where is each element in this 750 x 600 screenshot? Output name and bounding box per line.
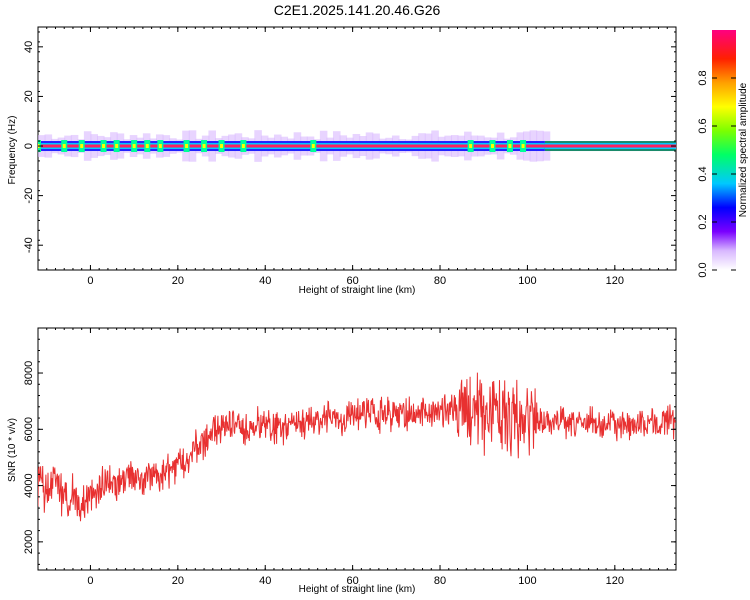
spectrogram-x-tick-label: 60	[347, 275, 359, 287]
spectrogram-bright-spot-core	[158, 144, 162, 149]
colorbar: 0.0 0.2 0.4 0.6 0.8 Normalized spectral ampl…	[697, 30, 749, 278]
spectrogram-ticks: 0 20 40 60 80 100 120 -40 -20 0 20 40	[23, 27, 677, 287]
spectrogram-y-tick-label: 40	[23, 41, 35, 53]
snr-y-tick-label: 6000	[23, 417, 35, 441]
spectrogram-y-tick-label: 0	[23, 143, 35, 149]
snr-line	[38, 372, 676, 522]
snr-panel: 0 20 40 60 80 100 120 2000 4000 6000 8000 Height o…	[7, 327, 677, 595]
spectrogram-bright-spot-core	[202, 144, 206, 149]
spectrogram-panel: 0 20 40 60 80 100 120 -40 -20 0 20 40 Height of str…	[7, 26, 677, 296]
chart-title: C2E1.2025.141.20.46.G26	[274, 2, 441, 18]
spectrogram-y-tick-label: -40	[23, 237, 35, 253]
colorbar-tick-label: 0.0	[697, 262, 709, 277]
spectrogram-bright-spot-core	[102, 144, 106, 149]
spectrogram-y-label: Frequency (Hz)	[7, 116, 18, 185]
spectrogram-x-tick-label: 120	[606, 275, 624, 287]
snr-x-tick-label: 100	[518, 575, 536, 587]
spectrogram-y-tick-label: 20	[23, 90, 35, 102]
spectrogram-x-tick-label: 0	[87, 275, 93, 287]
snr-y-label: SNR (10 * v/v)	[7, 418, 18, 482]
spectrogram-bright-spot-core	[311, 144, 315, 149]
snr-plot-frame	[37, 327, 677, 571]
snr-x-tick-label: 40	[259, 575, 271, 587]
snr-x-tick-label: 20	[172, 575, 184, 587]
snr-x-tick-label: 120	[606, 575, 624, 587]
spectrogram-peak-line	[38, 144, 545, 148]
colorbar-ticks: 0.0 0.2 0.4 0.6 0.8	[697, 70, 736, 278]
colorbar-label: Normalized spectral amplitude	[738, 82, 749, 217]
snr-x-label: Height of straight line (km)	[299, 584, 416, 595]
spectrogram-data	[38, 130, 676, 162]
spectrogram-bright-spot-core	[145, 144, 149, 149]
spectrogram-x-tick-label: 40	[259, 275, 271, 287]
spectrogram-bright-spot-core	[115, 144, 119, 149]
spectrogram-bright-spot-core	[62, 144, 66, 149]
colorbar-tick-label: 0.6	[697, 118, 709, 133]
colorbar-tick-label: 0.8	[697, 70, 709, 85]
snr-y-tick-label: 8000	[23, 361, 35, 385]
colorbar-gradient	[712, 30, 736, 270]
snr-x-tick-label: 60	[347, 575, 359, 587]
spectrogram-bright-spot-core	[508, 144, 512, 149]
spectrogram-bright-spot-core	[185, 144, 189, 149]
snr-x-tick-label: 80	[434, 575, 446, 587]
colorbar-tick-label: 0.2	[697, 214, 709, 229]
spectrogram-peak-line	[544, 144, 676, 148]
spectrogram-x-tick-label: 100	[518, 275, 536, 287]
spectrogram-x-tick-label: 20	[172, 275, 184, 287]
spectrogram-bright-spot-core	[132, 144, 136, 149]
snr-x-tick-label: 0	[87, 575, 93, 587]
spectrogram-bright-spot-core	[469, 144, 473, 149]
spectrogram-bright-spot-core	[490, 144, 494, 149]
snr-y-tick-label: 2000	[23, 530, 35, 554]
snr-ticks: 0 20 40 60 80 100 120 2000 4000 6000 8000	[23, 327, 677, 587]
spectrogram-y-tick-label: -20	[23, 188, 35, 204]
colorbar-tick-label: 0.4	[697, 166, 709, 181]
spectrogram-bright-spot-core	[80, 144, 84, 149]
spectrogram-x-label: Height of straight line (km)	[299, 285, 416, 296]
snr-data	[38, 372, 676, 522]
spectrogram-bright-spot-core	[241, 144, 245, 149]
snr-y-tick-label: 4000	[23, 473, 35, 497]
spectrogram-bright-spot-core	[220, 144, 224, 149]
spectrogram-x-tick-label: 80	[434, 275, 446, 287]
spectrogram-bright-spot-core	[521, 144, 525, 149]
